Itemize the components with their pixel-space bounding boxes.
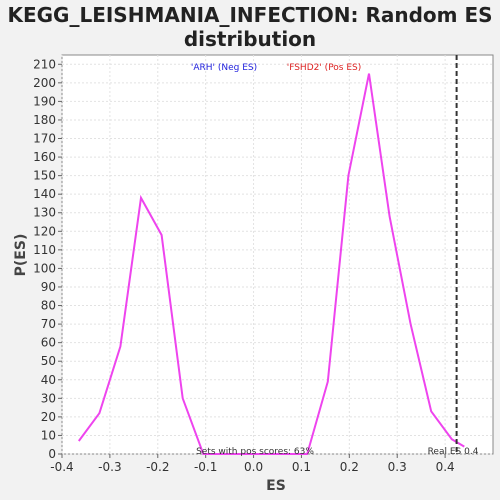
x-tick-label: -0.4 <box>50 460 73 474</box>
y-tick-label: 120 <box>33 224 56 238</box>
y-axis-title: P(ES) <box>13 234 29 277</box>
y-tick-label: 40 <box>41 373 56 387</box>
real-es-label: Real ES 0.4 <box>428 447 479 457</box>
y-tick-label: 0 <box>48 447 56 461</box>
y-tick-label: 30 <box>41 391 56 405</box>
y-tick-label: 160 <box>33 150 56 164</box>
y-tick-label: 60 <box>41 336 56 350</box>
chart-title-line1: KEGG_LEISHMANIA_INFECTION: Random ES <box>7 3 492 27</box>
y-tick-label: 90 <box>41 280 56 294</box>
y-tick-label: 200 <box>33 76 56 90</box>
x-tick-label: 0.3 <box>388 460 407 474</box>
x-tick-label: 0.4 <box>436 460 455 474</box>
es-distribution-line <box>77 73 465 455</box>
chart-title-line2: distribution <box>184 27 316 51</box>
neg-es-label: 'ARH' (Neg ES) <box>191 63 257 73</box>
x-tick-label: -0.2 <box>146 460 169 474</box>
y-tick-label: 150 <box>33 169 56 183</box>
y-tick-label: 170 <box>33 132 56 146</box>
x-tick-label: -0.3 <box>98 460 121 474</box>
x-tick-label: -0.1 <box>194 460 217 474</box>
y-tick-label: 210 <box>33 57 56 71</box>
y-tick-label: 100 <box>33 261 56 275</box>
y-tick-label: 10 <box>41 428 56 442</box>
y-tick-label: 50 <box>41 354 56 368</box>
x-tick-label: 0.2 <box>340 460 359 474</box>
y-tick-label: 80 <box>41 299 56 313</box>
pos-es-label: 'FSHD2' (Pos ES) <box>287 63 362 73</box>
x-tick-label: 0.0 <box>244 460 263 474</box>
x-axis-title: ES <box>266 478 286 494</box>
x-tick-label: 0.1 <box>292 460 311 474</box>
sets-pos-scores-label: Sets with pos scores: 63% <box>196 447 314 457</box>
y-axis-ticks: 0 10 20 30 40 50 60 70 80 90 100 110 120 130 140 150 160… <box>33 57 62 461</box>
plot-area <box>61 54 494 455</box>
y-tick-label: 110 <box>33 243 56 257</box>
x-axis-ticks: -0.4 -0.3 -0.2 -0.1 0.0 0.1 0.2 0.3 0.4 <box>50 454 455 474</box>
y-tick-label: 20 <box>41 410 56 424</box>
y-tick-label: 70 <box>41 317 56 331</box>
grid-lines <box>61 55 493 455</box>
y-tick-label: 130 <box>33 206 56 220</box>
y-tick-label: 140 <box>33 187 56 201</box>
y-tick-label: 190 <box>33 94 56 108</box>
y-tick-label: 180 <box>33 113 56 127</box>
